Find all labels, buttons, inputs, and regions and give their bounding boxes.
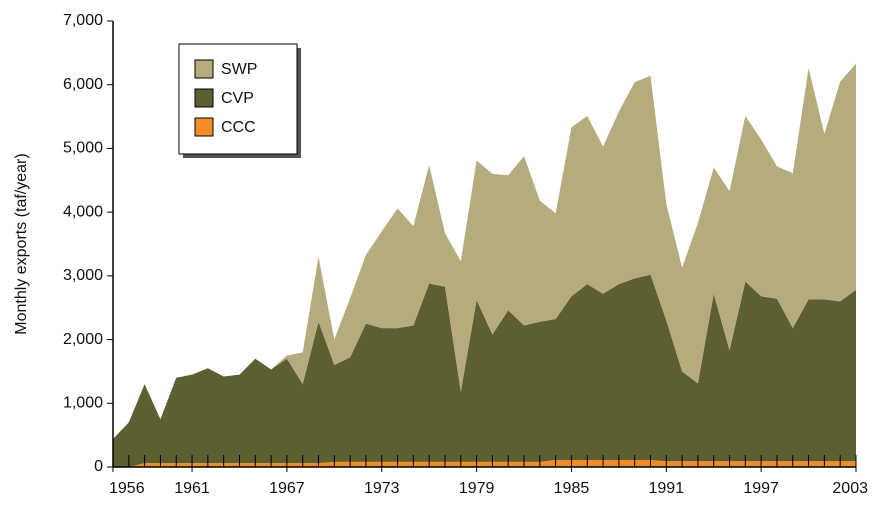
legend-swatch bbox=[194, 59, 214, 79]
legend: SWP CVP CCC bbox=[178, 43, 301, 158]
area bbox=[113, 459, 856, 467]
x-tick-label: 1967 bbox=[269, 480, 305, 497]
y-tick-label: 4,000 bbox=[63, 203, 103, 220]
legend-label: SWP bbox=[221, 61, 257, 78]
x-tick-label: 1997 bbox=[743, 480, 779, 497]
legend-swatch bbox=[194, 88, 214, 108]
legend-swatch bbox=[194, 117, 214, 137]
y-tick-label: 0 bbox=[94, 458, 103, 475]
x-tick-label: 1985 bbox=[554, 480, 590, 497]
y-tick-label: 3,000 bbox=[63, 267, 103, 284]
y-axis-label: Monthly exports (taf/year) bbox=[13, 153, 30, 334]
x-tick-label: 1973 bbox=[364, 480, 400, 497]
x-tick-label: 1991 bbox=[649, 480, 685, 497]
y-tick-label: 6,000 bbox=[63, 76, 103, 93]
y-tick-label: 1,000 bbox=[63, 395, 103, 412]
legend-label: CVP bbox=[221, 90, 254, 107]
x-tick-label: 1956 bbox=[109, 480, 145, 497]
area bbox=[113, 274, 856, 467]
y-tick-label: 2,000 bbox=[63, 331, 103, 348]
x-tick-label: 2003 bbox=[832, 480, 868, 497]
x-tick-label: 1979 bbox=[459, 480, 495, 497]
legend-label: CCC bbox=[221, 119, 256, 136]
area bbox=[113, 63, 856, 439]
y-tick-label: 7,000 bbox=[63, 12, 103, 29]
x-tick-label: 1961 bbox=[174, 480, 210, 497]
y-tick-label: 5,000 bbox=[63, 140, 103, 157]
